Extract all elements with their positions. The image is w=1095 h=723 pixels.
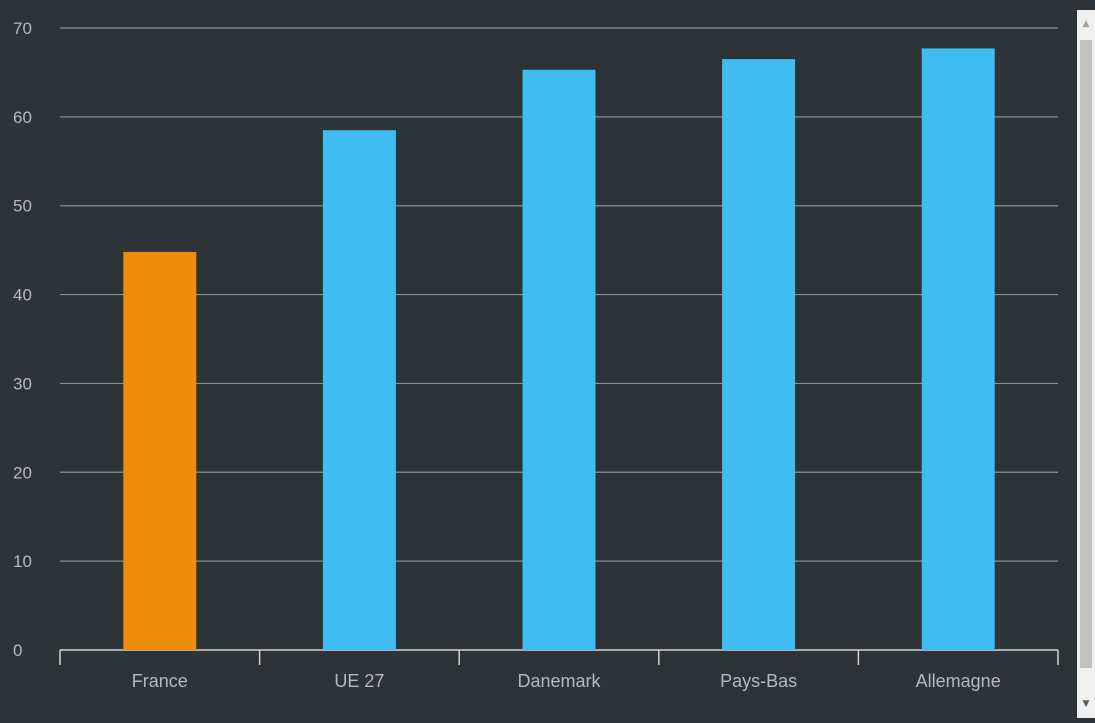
y-tick-label: 30 <box>13 374 32 393</box>
bar-ue-27[interactable] <box>322 130 396 650</box>
y-tick-label: 60 <box>13 108 32 127</box>
x-category-label: Pays-Bas <box>720 671 797 691</box>
y-tick-label: 0 <box>13 641 22 660</box>
bar-pays-bas[interactable] <box>722 59 796 651</box>
y-tick-label: 50 <box>13 197 32 216</box>
x-category-label: UE 27 <box>334 671 384 691</box>
scroll-thumb[interactable] <box>1080 40 1092 668</box>
y-tick-label: 70 <box>13 19 32 38</box>
bar-allemagne[interactable] <box>921 48 995 651</box>
bar-danemark[interactable] <box>522 69 596 650</box>
y-tick-label: 20 <box>13 463 32 482</box>
scroll-down-arrow-icon[interactable]: ▼ <box>1082 699 1090 709</box>
chart-svg: 0 10 20 30 40 50 60 70 France UE 27 Danemark Pays-B… <box>13 19 1059 691</box>
x-category-label: Danemark <box>517 671 601 691</box>
bar-france[interactable] <box>123 251 197 651</box>
scroll-up-arrow-icon[interactable]: ▲ <box>1082 19 1090 29</box>
y-tick-label: 40 <box>13 286 32 305</box>
y-tick-label: 10 <box>13 552 32 571</box>
x-category-label: Allemagne <box>916 671 1001 691</box>
x-category-label: France <box>132 671 188 691</box>
vertical-scrollbar[interactable]: ▲ ▼ <box>1077 10 1095 718</box>
